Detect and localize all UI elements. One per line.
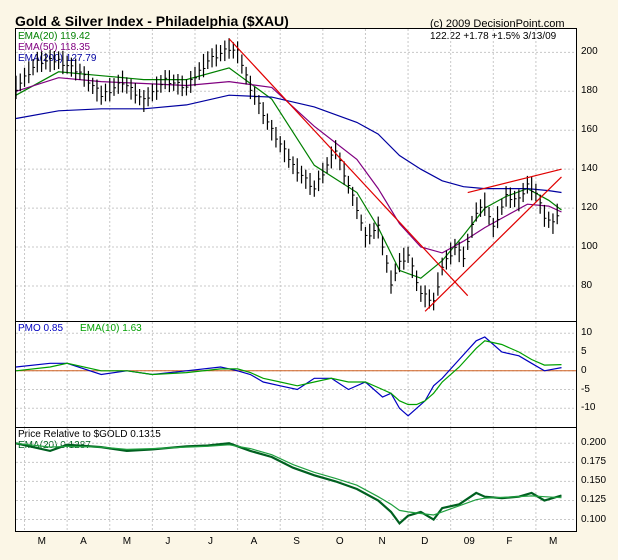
series-line-ema50 — [15, 77, 562, 254]
relative-panel — [15, 427, 577, 532]
y-tick-label: -10 — [581, 402, 596, 414]
pmo-panel — [15, 321, 577, 428]
legend-relative: Price Relative to $GOLD 0.1315 — [18, 429, 161, 440]
y-tick-label: -5 — [581, 383, 590, 395]
series-line-ema200 — [15, 94, 562, 194]
trendline — [228, 38, 469, 297]
y-tick-label: 0 — [581, 364, 587, 376]
y-tick-label: 10 — [581, 327, 593, 339]
series-line-pmo — [15, 336, 562, 417]
y-tick-label: 5 — [581, 346, 587, 357]
x-tick-label: S — [293, 536, 300, 547]
x-tick-label: F — [506, 536, 513, 547]
legend-relative-ema: EMA(20) 0.1287 — [18, 440, 91, 451]
copyright-text: (c) 2009 DecisionPoint.com — [430, 18, 565, 30]
series-line-ratio — [15, 442, 562, 526]
x-tick-label: M — [548, 536, 558, 547]
y-tick-label: 160 — [581, 124, 598, 136]
y-tick-label: 0.200 — [581, 437, 607, 449]
trendline — [467, 168, 562, 194]
legend-ema200: EMA(200) 127.79 — [18, 53, 97, 64]
y-tick-label: 140 — [581, 163, 598, 175]
x-tick-label: A — [250, 536, 258, 547]
x-tick-label: N — [378, 536, 386, 547]
y-tick-label: 120 — [581, 202, 598, 214]
x-tick-label: D — [421, 536, 429, 547]
x-tick-label: M — [37, 536, 46, 547]
chart-title: Gold & Silver Index - Philadelphia ($XAU… — [15, 13, 289, 29]
trendline — [424, 176, 562, 312]
x-tick-label: 09 — [463, 536, 475, 547]
price-quote: 122.22 +1.78 +1.5% 3/13/09 — [430, 31, 557, 42]
y-tick-label: 0.175 — [581, 456, 607, 468]
legend-ema50: EMA(50) 118.35 — [18, 42, 91, 53]
y-tick-label: 180 — [581, 85, 598, 97]
x-tick-label: J — [208, 536, 214, 547]
y-tick-label: 0.125 — [581, 494, 607, 506]
y-tick-label: 80 — [581, 279, 593, 291]
x-tick-label: O — [335, 536, 344, 547]
legend-ema20: EMA(20) 119.42 — [18, 31, 91, 42]
legend-pmo: PMO 0.85 — [18, 323, 64, 334]
series-line-ema20 — [15, 442, 562, 516]
y-tick-label: 100 — [581, 241, 598, 253]
x-tick-label: M — [122, 536, 132, 547]
y-tick-label: 0.150 — [581, 475, 607, 487]
y-tick-label: 0.100 — [581, 513, 607, 525]
legend-pmo-ema: EMA(10) 1.63 — [80, 323, 142, 334]
x-tick-label: J — [165, 536, 171, 547]
x-tick-label: A — [80, 536, 87, 547]
y-tick-label: 200 — [581, 46, 598, 58]
series-line-ema10 — [15, 340, 562, 406]
